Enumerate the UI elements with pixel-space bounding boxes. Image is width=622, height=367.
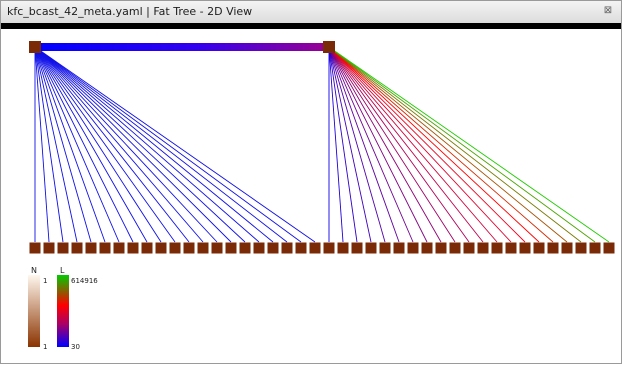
leaf-node-15[interactable] <box>240 243 251 254</box>
legend-l-label: L <box>60 266 65 275</box>
leaf-node-1[interactable] <box>44 243 55 254</box>
link-left-13 <box>35 47 217 242</box>
leaf-node-27[interactable] <box>408 243 419 254</box>
leaf-node-5[interactable] <box>100 243 111 254</box>
leaf-node-26[interactable] <box>394 243 405 254</box>
leaf-node-35[interactable] <box>520 243 531 254</box>
leaf-node-31[interactable] <box>464 243 475 254</box>
nodes-layer <box>29 41 615 254</box>
leaf-node-14[interactable] <box>226 243 237 254</box>
link-left-19 <box>35 47 301 242</box>
link-left-15 <box>35 47 245 242</box>
legend-n-label: N <box>31 266 37 275</box>
link-right-7 <box>329 47 427 242</box>
link-left-12 <box>35 47 203 242</box>
leaf-node-29[interactable] <box>436 243 447 254</box>
leaf-node-16[interactable] <box>254 243 265 254</box>
leaf-node-19[interactable] <box>296 243 307 254</box>
link-left-18 <box>35 47 287 242</box>
link-left-8 <box>35 47 147 242</box>
spine-node-0[interactable] <box>29 41 41 53</box>
spine-link-bar <box>37 43 329 51</box>
leaf-node-21[interactable] <box>324 243 335 254</box>
leaf-node-30[interactable] <box>450 243 461 254</box>
link-right-11 <box>329 47 483 242</box>
link-left-14 <box>35 47 231 242</box>
leaf-node-17[interactable] <box>268 243 279 254</box>
leaf-node-9[interactable] <box>156 243 167 254</box>
leaf-node-23[interactable] <box>352 243 363 254</box>
link-left-4 <box>35 47 91 242</box>
link-left-1 <box>35 47 49 242</box>
leaf-node-8[interactable] <box>142 243 153 254</box>
leaf-node-22[interactable] <box>338 243 349 254</box>
leaf-node-10[interactable] <box>170 243 181 254</box>
leaf-node-13[interactable] <box>212 243 223 254</box>
link-right-16 <box>329 47 553 242</box>
leaf-node-36[interactable] <box>534 243 545 254</box>
window-title: kfc_bcast_42_meta.yaml | Fat Tree - 2D V… <box>7 5 252 18</box>
link-left-2 <box>35 47 63 242</box>
leaf-node-25[interactable] <box>380 243 391 254</box>
leaf-node-4[interactable] <box>86 243 97 254</box>
link-right-1 <box>329 47 343 242</box>
leaf-node-33[interactable] <box>492 243 503 254</box>
leaf-node-12[interactable] <box>198 243 209 254</box>
leaf-node-34[interactable] <box>506 243 517 254</box>
link-right-18 <box>329 47 581 242</box>
leaf-node-39[interactable] <box>576 243 587 254</box>
leaf-node-41[interactable] <box>604 243 615 254</box>
leaf-node-3[interactable] <box>72 243 83 254</box>
legend-n: N 1 1 <box>28 266 47 351</box>
leaf-node-0[interactable] <box>30 243 41 254</box>
link-right-15 <box>329 47 539 242</box>
leaf-node-37[interactable] <box>548 243 559 254</box>
leaf-node-2[interactable] <box>58 243 69 254</box>
leaf-node-11[interactable] <box>184 243 195 254</box>
legend-n-max: 1 <box>43 277 47 285</box>
leaf-node-24[interactable] <box>366 243 377 254</box>
link-right-14 <box>329 47 525 242</box>
fat-tree-canvas[interactable]: N 1 1 L 614916 30 <box>1 29 621 363</box>
close-icon[interactable]: ⊠ <box>603 6 613 16</box>
leaf-node-6[interactable] <box>114 243 125 254</box>
link-right-9 <box>329 47 455 242</box>
link-left-11 <box>35 47 189 242</box>
legend-l-bar <box>57 275 69 347</box>
legend-l: L 614916 30 <box>57 266 98 351</box>
link-left-9 <box>35 47 161 242</box>
legend-l-max: 614916 <box>71 277 98 285</box>
leaf-node-18[interactable] <box>282 243 293 254</box>
link-right-2 <box>329 47 357 242</box>
leaf-node-32[interactable] <box>478 243 489 254</box>
legend-n-bar <box>28 275 40 347</box>
link-right-4 <box>329 47 385 242</box>
leaf-node-40[interactable] <box>590 243 601 254</box>
leaf-node-28[interactable] <box>422 243 433 254</box>
legend-l-min: 30 <box>71 343 80 351</box>
link-left-16 <box>35 47 259 242</box>
link-right-12 <box>329 47 497 242</box>
fat-tree-view: N 1 1 L 614916 30 <box>1 29 621 363</box>
link-left-7 <box>35 47 133 242</box>
leaf-node-7[interactable] <box>128 243 139 254</box>
link-right-8 <box>329 47 441 242</box>
link-right-13 <box>329 47 511 242</box>
link-right-19 <box>329 47 595 242</box>
spine-node-1[interactable] <box>323 41 335 53</box>
legend-n-min: 1 <box>43 343 47 351</box>
links-layer <box>35 47 609 242</box>
leaf-node-20[interactable] <box>310 243 321 254</box>
title-bar[interactable]: kfc_bcast_42_meta.yaml | Fat Tree - 2D V… <box>1 1 621 24</box>
leaf-node-38[interactable] <box>562 243 573 254</box>
